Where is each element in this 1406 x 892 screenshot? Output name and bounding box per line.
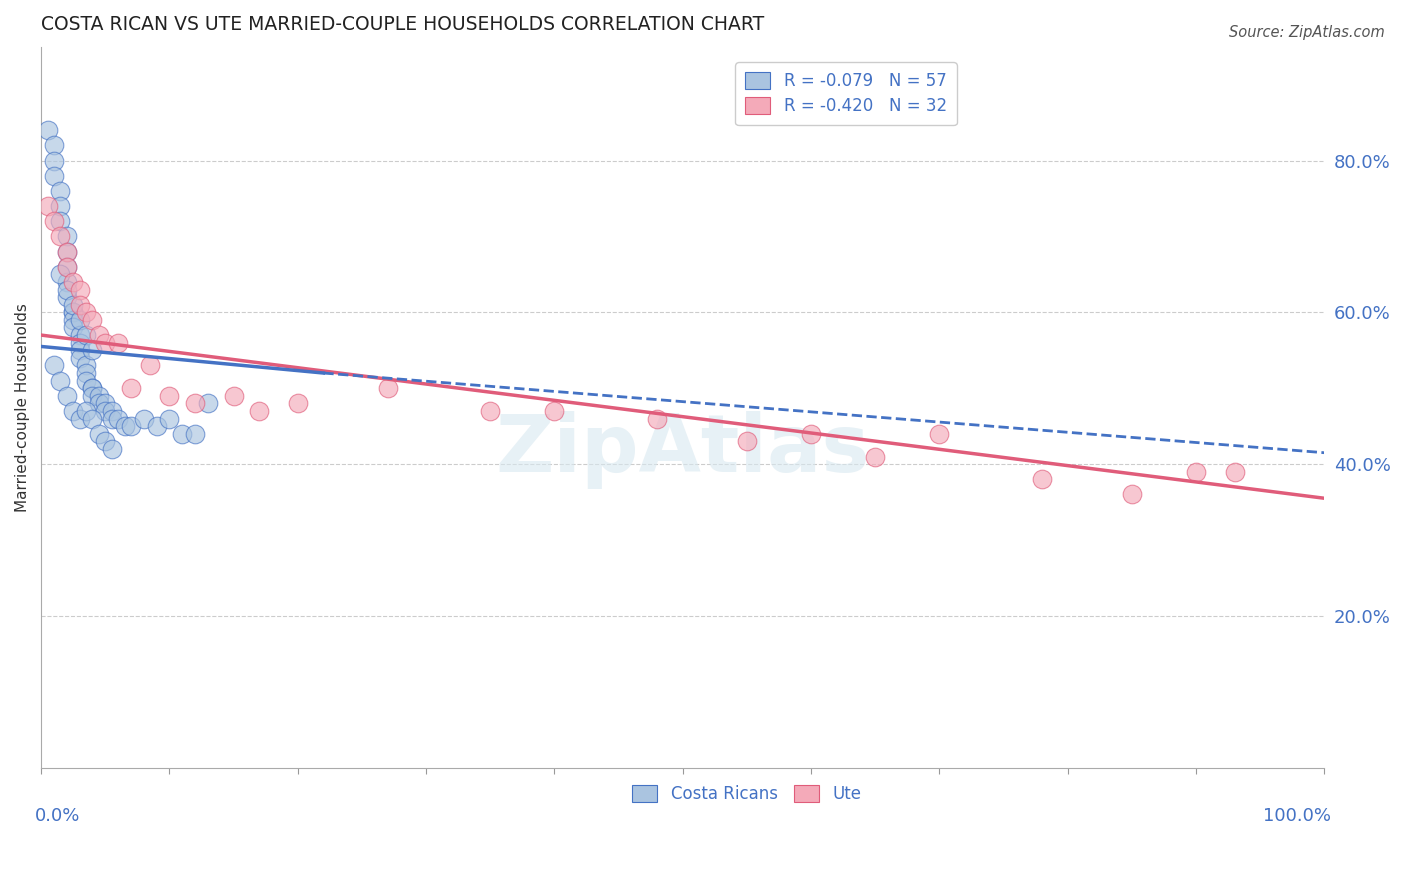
Point <box>287 396 309 410</box>
Point <box>62 313 84 327</box>
Point <box>42 153 65 168</box>
Point <box>82 313 104 327</box>
Point <box>94 335 117 350</box>
Point <box>184 396 207 410</box>
Point <box>87 396 110 410</box>
Point <box>735 434 758 449</box>
Point <box>100 404 122 418</box>
Point <box>62 275 84 289</box>
Point <box>645 411 668 425</box>
Point <box>49 268 72 282</box>
Point <box>197 396 219 410</box>
Point <box>62 298 84 312</box>
Point <box>865 450 887 464</box>
Point <box>1185 465 1208 479</box>
Point <box>69 298 91 312</box>
Point <box>114 419 136 434</box>
Point <box>75 359 97 373</box>
Point <box>107 335 129 350</box>
Point <box>139 359 162 373</box>
Point <box>120 419 142 434</box>
Point <box>69 283 91 297</box>
Point <box>184 426 207 441</box>
Point <box>1121 487 1143 501</box>
Text: COSTA RICAN VS UTE MARRIED-COUPLE HOUSEHOLDS CORRELATION CHART: COSTA RICAN VS UTE MARRIED-COUPLE HOUSEH… <box>41 15 765 34</box>
Point <box>62 404 84 418</box>
Point <box>42 138 65 153</box>
Point <box>100 411 122 425</box>
Point <box>69 343 91 358</box>
Point <box>69 335 91 350</box>
Point <box>87 328 110 343</box>
Point <box>37 199 59 213</box>
Point <box>247 404 270 418</box>
Point <box>55 260 77 274</box>
Point <box>82 389 104 403</box>
Point <box>1223 465 1246 479</box>
Point <box>49 374 72 388</box>
Point <box>94 434 117 449</box>
Point <box>100 442 122 456</box>
Point <box>132 411 155 425</box>
Point <box>55 244 77 259</box>
Point <box>75 305 97 319</box>
Legend: Costa Ricans, Ute: Costa Ricans, Ute <box>626 779 869 810</box>
Point <box>69 313 91 327</box>
Point <box>49 229 72 244</box>
Point <box>75 374 97 388</box>
Point <box>49 199 72 213</box>
Text: 0.0%: 0.0% <box>35 807 80 825</box>
Text: 100.0%: 100.0% <box>1263 807 1331 825</box>
Point <box>49 214 72 228</box>
Point <box>94 396 117 410</box>
Point <box>159 389 181 403</box>
Point <box>82 381 104 395</box>
Point <box>55 389 77 403</box>
Point <box>42 214 65 228</box>
Point <box>62 305 84 319</box>
Point <box>928 426 950 441</box>
Point <box>55 283 77 297</box>
Point <box>172 426 194 441</box>
Point <box>543 404 565 418</box>
Point <box>82 411 104 425</box>
Point <box>55 275 77 289</box>
Point <box>159 411 181 425</box>
Point <box>479 404 502 418</box>
Point <box>222 389 245 403</box>
Point <box>55 290 77 304</box>
Point <box>37 123 59 137</box>
Point <box>82 343 104 358</box>
Point <box>145 419 167 434</box>
Point <box>42 169 65 183</box>
Point <box>120 381 142 395</box>
Point <box>62 320 84 334</box>
Point <box>107 411 129 425</box>
Point <box>75 328 97 343</box>
Point <box>87 426 110 441</box>
Text: Source: ZipAtlas.com: Source: ZipAtlas.com <box>1229 25 1385 40</box>
Point <box>800 426 823 441</box>
Point <box>87 389 110 403</box>
Point <box>69 351 91 365</box>
Point <box>82 381 104 395</box>
Point <box>94 404 117 418</box>
Point <box>55 244 77 259</box>
Point <box>69 328 91 343</box>
Point <box>1031 472 1053 486</box>
Text: ZipAtlas: ZipAtlas <box>495 411 870 490</box>
Point <box>75 404 97 418</box>
Point <box>75 366 97 380</box>
Point <box>42 359 65 373</box>
Point <box>55 229 77 244</box>
Y-axis label: Married-couple Households: Married-couple Households <box>15 302 30 512</box>
Point <box>55 260 77 274</box>
Point <box>62 305 84 319</box>
Point <box>69 411 91 425</box>
Point <box>377 381 399 395</box>
Point <box>49 184 72 198</box>
